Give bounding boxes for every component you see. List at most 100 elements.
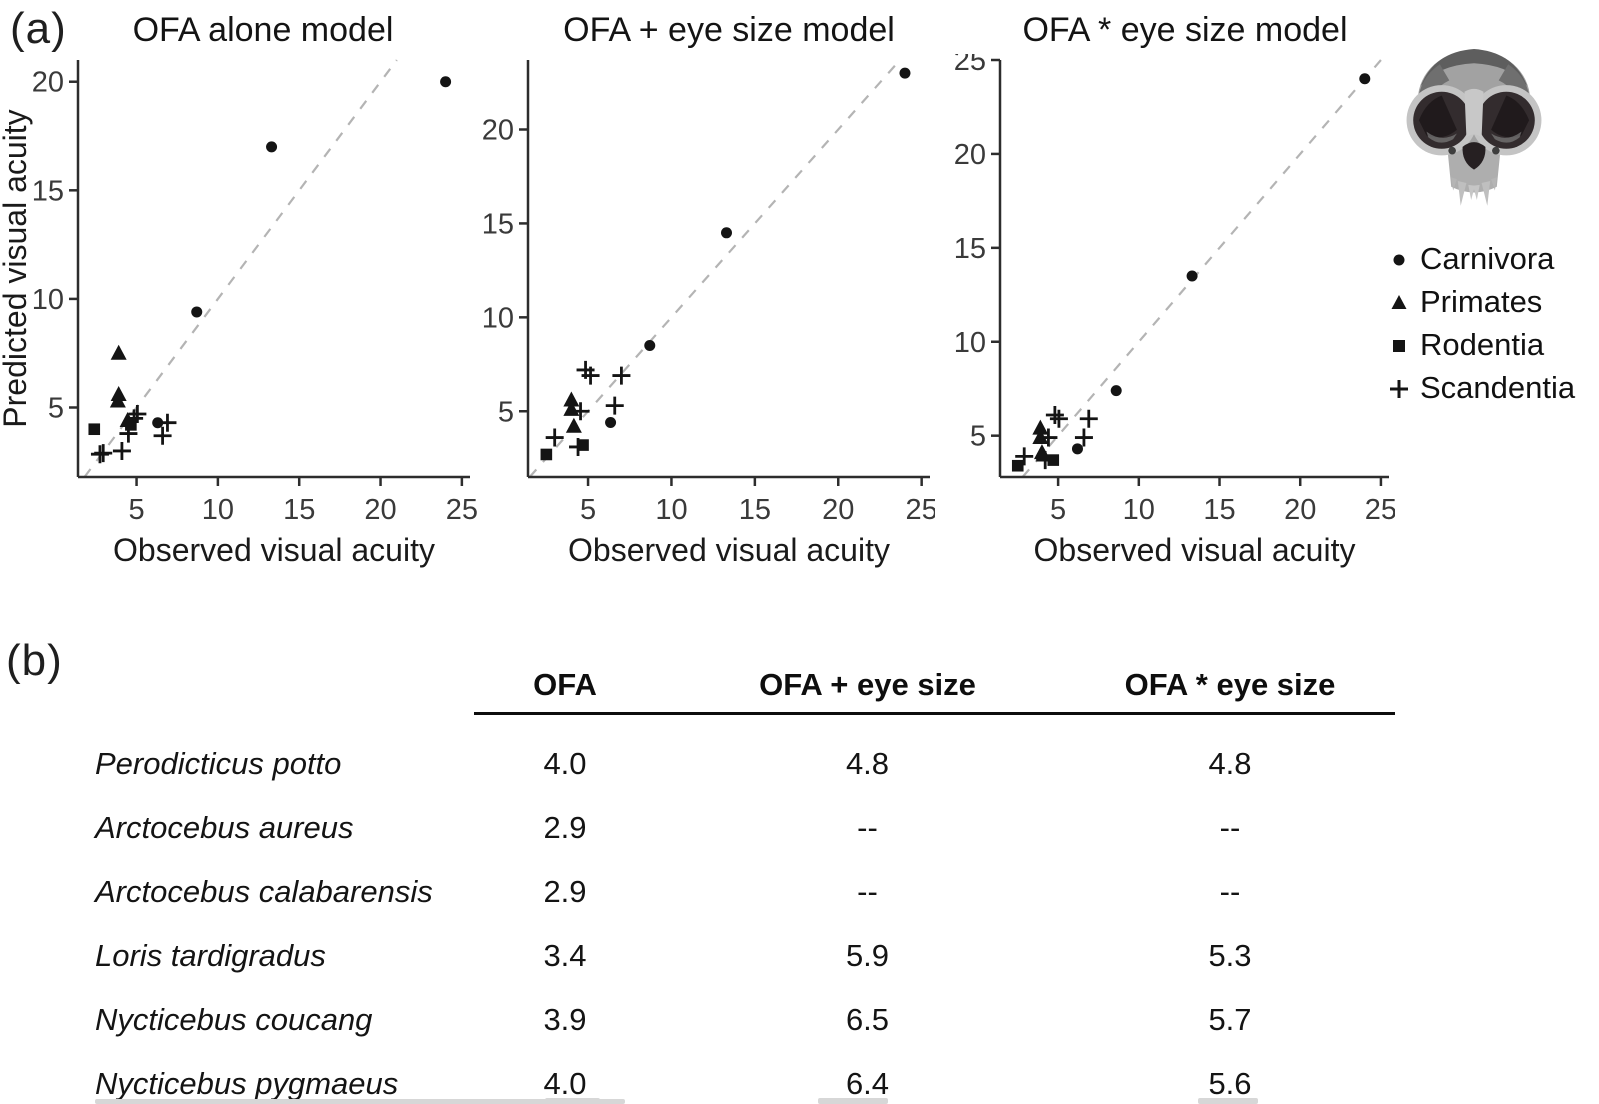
legend-item-carnivora: Carnivora [1388, 237, 1599, 280]
predicted-acuity-table: OFA OFA + eye size OFA * eye size Perodi… [0, 656, 1395, 1104]
table-spacer-row [0, 714, 1395, 732]
data-point-square [577, 439, 589, 451]
predicted-acuity-value: -- [857, 810, 878, 845]
data-point-plus [125, 409, 144, 428]
series-carnivora [152, 76, 452, 429]
predicted-acuity-value: -- [1219, 810, 1241, 845]
series-scandentia [545, 360, 631, 456]
predicted-acuity-value: 5.3 [1208, 938, 1252, 973]
legend: Carnivora Primates Rodentia Scandentia [1388, 237, 1599, 409]
y-tick-label: 20 [32, 67, 64, 99]
series-scandentia [90, 405, 177, 464]
legend-label: Carnivora [1420, 240, 1555, 276]
data-point-plus [545, 428, 564, 447]
predicted-acuity-value: 6.4 [845, 1066, 890, 1101]
data-point-plus [158, 413, 177, 432]
scatter-panel-ofa-times-eye-size: OFA * eye size model 5 10 15 20 25 5 10 15 20 25 O… [935, 6, 1395, 599]
x-tick-label: 5 [1050, 494, 1066, 526]
data-point-triangle [1032, 419, 1049, 435]
x-tick-label: 25 [446, 494, 478, 526]
scatter-plot-ofa-alone: 5 10 15 20 25 5 10 15 20 Observed visual acuity Pr… [0, 59, 478, 568]
x-tick-label: 20 [822, 494, 854, 526]
predicted-acuity-value: -- [1219, 874, 1241, 909]
table-row: Nycticebus coucang 3.9 6.5 5.7 [0, 988, 1395, 1052]
y-tick-label: 5 [48, 393, 64, 425]
data-point-plus [153, 426, 172, 445]
data-point-plus [1049, 409, 1068, 428]
x-tick-label: 5 [580, 494, 596, 526]
y-tick-label: 10 [954, 327, 986, 359]
predicted-acuity-value: 3.4 [543, 938, 587, 973]
series-rodentia [88, 419, 137, 436]
plus-marker-icon [1388, 376, 1420, 400]
y-tick-label: 10 [32, 284, 64, 316]
table-row: Loris tardigradus 3.4 5.9 5.3 [0, 924, 1395, 988]
x-axis-label: Observed visual acuity [1034, 532, 1356, 568]
data-point-triangle [565, 417, 582, 433]
legend-sidebar: Carnivora Primates Rodentia Scandentia [1388, 36, 1599, 409]
circle-marker-icon [1388, 247, 1420, 271]
primate-skull-image [1398, 36, 1550, 219]
data-point-square [540, 448, 553, 461]
table-row: Perodicticus potto 4.0 4.8 4.8 [0, 732, 1395, 796]
predicted-acuity-value: 3.9 [543, 1002, 587, 1037]
table-header-rule [474, 712, 1395, 715]
cropped-row-hint [1198, 1098, 1258, 1104]
predicted-acuity-value: 4.0 [543, 1066, 587, 1101]
data-point-circle [1071, 443, 1083, 455]
triangle-marker-icon [1388, 290, 1420, 314]
data-point-plus [1045, 406, 1064, 425]
data-point-circle [605, 417, 617, 429]
y-tick-label: 15 [954, 233, 986, 265]
legend-item-rodentia: Rodentia [1388, 323, 1599, 366]
species-name: Perodicticus potto [95, 746, 342, 781]
results-table-wrap: OFA OFA + eye size OFA * eye size Perodi… [0, 656, 1599, 1104]
data-point-square [1011, 459, 1024, 472]
table-header-row: OFA OFA + eye size OFA * eye size [0, 656, 1395, 714]
table-row: Nycticebus pygmaeus 4.0 6.4 5.6 [0, 1052, 1395, 1104]
data-point-circle [720, 227, 732, 239]
chart-title: OFA alone model [132, 11, 394, 49]
data-point-circle [152, 417, 164, 429]
predicted-acuity-value: 4.8 [1208, 746, 1252, 781]
predicted-acuity-value: 2.9 [543, 810, 587, 845]
identity-line [1021, 59, 1382, 478]
scatter-panel-ofa-plus-eye-size: OFA + eye size model 5 10 15 20 25 5 10 15 20 Obs… [480, 6, 935, 599]
panel-a-label: (a) [10, 4, 67, 53]
series-carnivora [605, 67, 911, 429]
y-tick-label: 10 [482, 302, 514, 334]
y-tick-label: 5 [970, 421, 986, 453]
legend-item-scandentia: Scandentia [1388, 366, 1599, 409]
x-tick-label: 15 [1203, 494, 1235, 526]
data-point-plus [1079, 409, 1098, 428]
series-rodentia [540, 439, 589, 461]
legend-label: Rodentia [1420, 326, 1545, 362]
panel-b-label: (b) [6, 636, 63, 685]
x-tick-label: 15 [739, 494, 771, 526]
species-name: Nycticebus coucang [95, 1002, 373, 1037]
species-name: Loris tardigradus [95, 938, 326, 973]
table-row: Arctocebus calabarensis 2.9 -- -- [0, 860, 1395, 924]
data-point-circle [644, 340, 656, 352]
data-point-triangle [563, 391, 580, 407]
predicted-acuity-value: -- [857, 874, 878, 909]
x-tick-label: 20 [1284, 494, 1316, 526]
predicted-acuity-value: 5.6 [1208, 1066, 1252, 1101]
data-point-square [125, 419, 137, 431]
y-tick-label: 5 [498, 396, 514, 428]
data-point-circle [899, 67, 911, 79]
predicted-acuity-value: 4.0 [543, 746, 587, 781]
x-tick-label: 5 [128, 494, 144, 526]
predicted-acuity-value: 2.9 [543, 874, 587, 909]
species-name: Arctocebus calabarensis [95, 874, 433, 909]
x-tick-label: 10 [655, 494, 687, 526]
x-tick-label: 15 [283, 494, 315, 526]
data-point-plus [128, 405, 147, 424]
data-point-circle [1110, 385, 1122, 397]
col-header-ofa-times-eye-size: OFA * eye size [1124, 667, 1336, 702]
data-point-triangle [110, 344, 127, 360]
data-point-plus [1039, 428, 1058, 447]
series-scandentia [1015, 406, 1098, 470]
cropped-row-hint [545, 1098, 600, 1104]
square-marker-icon [1388, 333, 1420, 357]
